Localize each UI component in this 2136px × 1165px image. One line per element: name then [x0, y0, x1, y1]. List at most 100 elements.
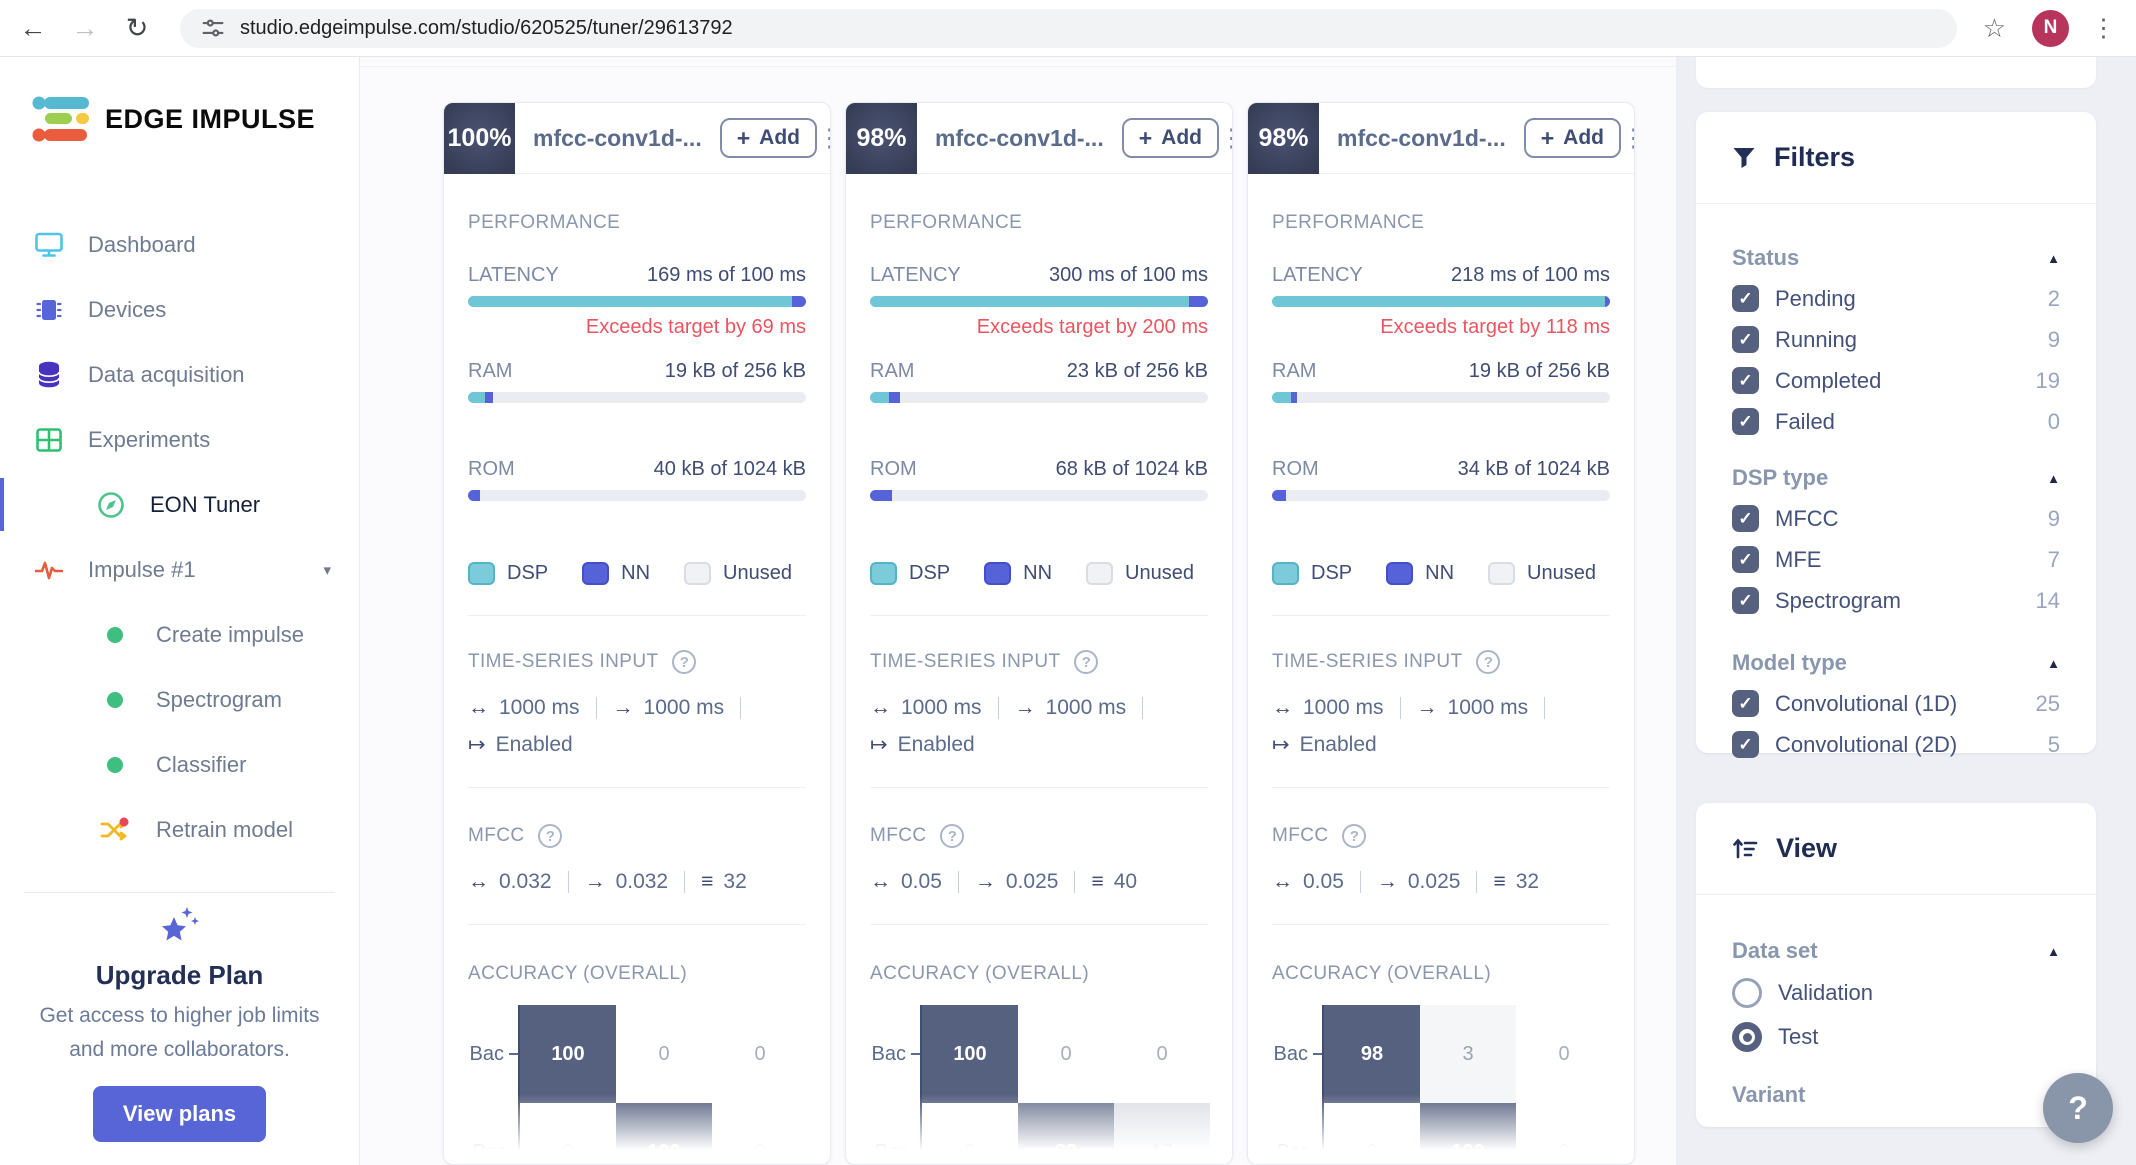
collapse-caret-icon[interactable]: ▲ — [2047, 470, 2060, 486]
site-settings-icon[interactable] — [202, 17, 224, 39]
help-icon[interactable]: ? — [940, 824, 965, 848]
dataset-option-validation[interactable]: Validation — [1696, 978, 2096, 1008]
edge-impulse-logomark — [32, 96, 89, 142]
matrix-cell: 0 — [1156, 1042, 1168, 1065]
checkbox-checked[interactable]: ✓ — [1732, 731, 1759, 758]
help-icon[interactable]: ? — [1074, 650, 1099, 674]
url-text: studio.edgeimpulse.com/studio/620525/tun… — [240, 16, 733, 39]
filter-option-spectrogram[interactable]: ✓ Spectrogram 14 — [1696, 587, 2096, 614]
profile-avatar[interactable]: N — [2032, 9, 2069, 47]
checkbox-checked[interactable]: ✓ — [1732, 326, 1759, 353]
accuracy-label: ACCURACY (OVERALL) — [870, 963, 1090, 984]
checkbox-checked[interactable]: ✓ — [1732, 505, 1759, 532]
filters-panel: Filters Status ▲ ✓ Pending 2 ✓ Running 9… — [1696, 112, 2096, 758]
right-panel: Filters Status ▲ ✓ Pending 2 ✓ Running 9… — [1676, 57, 2136, 1165]
filter-group-status[interactable]: Status ▲ — [1732, 245, 2060, 270]
plus-icon: + — [1138, 124, 1153, 151]
chip-icon — [34, 297, 64, 323]
filter-option-failed[interactable]: ✓ Failed 0 — [1696, 408, 2096, 435]
add-button[interactable]: + Add — [1523, 118, 1621, 158]
frame-length-icon: ↔ — [468, 870, 489, 893]
database-icon — [34, 361, 64, 388]
help-icon[interactable]: ? — [1342, 824, 1367, 848]
sidebar-item-create-impulse[interactable]: Create impulse — [0, 602, 359, 667]
dataset-option-test[interactable]: Test — [1696, 1022, 2096, 1052]
dsp-swatch — [870, 562, 897, 585]
trial-title: mfcc-conv1d-... — [533, 124, 702, 151]
checkbox-checked[interactable]: ✓ — [1732, 408, 1759, 435]
filter-group-model-type[interactable]: Model type ▲ — [1732, 650, 2060, 675]
filter-option-completed[interactable]: ✓ Completed 19 — [1696, 367, 2096, 394]
browser-forward-button[interactable]: → — [71, 12, 99, 43]
matrix-cell: 17 — [1114, 1103, 1210, 1164]
card-kebab-menu-icon[interactable]: ⋮ — [817, 123, 830, 153]
latency-warning: Exceeds target by 69 ms — [585, 316, 806, 338]
card-kebab-menu-icon[interactable]: ⋮ — [1621, 123, 1634, 153]
sidebar-item-impulse-1[interactable]: Impulse #1 ▾ — [0, 537, 359, 602]
accuracy-score-badge: 98% — [1248, 103, 1319, 174]
collapse-caret-icon[interactable]: ▲ — [2047, 943, 2060, 959]
ram-bar — [870, 392, 1208, 403]
browser-back-button[interactable]: ← — [19, 12, 47, 43]
coefficients-icon: ≡ — [701, 870, 714, 893]
sidebar-item-data-acquisition[interactable]: Data acquisition — [0, 342, 359, 407]
option-count: 7 — [2047, 546, 2060, 572]
filter-group-dsp-type[interactable]: DSP type ▲ — [1732, 465, 2060, 490]
performance-section: PERFORMANCE LATENCY 300 ms of 100 ms Exce… — [846, 212, 1232, 1164]
matrix-cell: 100 — [1420, 1103, 1516, 1164]
rom-label: ROM — [468, 458, 515, 480]
edge-impulse-logo[interactable]: EDGE IMPULSE — [32, 95, 359, 143]
performance-label: PERFORMANCE — [468, 212, 621, 233]
chevron-down-icon[interactable]: ▾ — [323, 561, 331, 579]
trial-card-header: 98% mfcc-conv1d-... + Add ⋮ — [846, 103, 1232, 174]
help-icon[interactable]: ? — [538, 824, 563, 848]
frame-length-icon: ↔ — [870, 870, 891, 893]
add-button[interactable]: + Add — [1121, 118, 1219, 158]
address-bar[interactable]: studio.edgeimpulse.com/studio/620525/tun… — [180, 8, 1957, 48]
sidebar-item-dashboard[interactable]: Dashboard — [0, 212, 359, 277]
filter-option-conv1d[interactable]: ✓ Convolutional (1D) 25 — [1696, 690, 2096, 717]
enabled-icon: ↦ — [870, 733, 888, 756]
filter-option-pending[interactable]: ✓ Pending 2 — [1696, 285, 2096, 312]
help-icon[interactable]: ? — [1476, 650, 1501, 674]
window-size-icon: ↔ — [1272, 696, 1293, 719]
checkbox-checked[interactable]: ✓ — [1732, 285, 1759, 312]
add-button[interactable]: + Add — [719, 118, 817, 158]
card-kebab-menu-icon[interactable]: ⋮ — [1219, 123, 1232, 153]
bookmark-star-icon[interactable]: ☆ — [1982, 12, 2006, 43]
radio-selected[interactable] — [1732, 1022, 1762, 1052]
matrix-cell: 83 — [1018, 1103, 1114, 1164]
filter-option-running[interactable]: ✓ Running 9 — [1696, 326, 2096, 353]
latency-value: 169 ms of 100 ms — [647, 264, 806, 286]
accuracy-label: ACCURACY (OVERALL) — [1272, 963, 1492, 984]
filter-option-mfcc[interactable]: ✓ MFCC 9 — [1696, 505, 2096, 532]
option-count: 0 — [2047, 408, 2060, 434]
checkbox-checked[interactable]: ✓ — [1732, 546, 1759, 573]
collapse-caret-icon[interactable]: ▲ — [2047, 655, 2060, 671]
sidebar-item-devices[interactable]: Devices — [0, 277, 359, 342]
checkbox-checked[interactable]: ✓ — [1732, 690, 1759, 717]
view-group-dataset[interactable]: Data set ▲ — [1732, 938, 2060, 963]
filter-option-mfe[interactable]: ✓ MFE 7 — [1696, 546, 2096, 573]
sidebar-item-retrain-model[interactable]: Retrain model — [0, 797, 359, 862]
help-fab-button[interactable]: ? — [2043, 1073, 2113, 1143]
trial-card-3: 98% mfcc-conv1d-... + Add ⋮ PERFORMANCE … — [1247, 102, 1635, 1165]
checkbox-checked[interactable]: ✓ — [1732, 367, 1759, 394]
matrix-cell: 0 — [1558, 1042, 1570, 1065]
checkbox-checked[interactable]: ✓ — [1732, 587, 1759, 614]
ram-bar — [1272, 392, 1610, 403]
sidebar-item-eon-tuner[interactable]: EON Tuner — [0, 472, 359, 537]
collapse-caret-icon[interactable]: ▲ — [2047, 250, 2060, 266]
view-plans-button[interactable]: View plans — [92, 1086, 267, 1143]
sidebar-item-experiments[interactable]: Experiments — [0, 407, 359, 472]
browser-menu-icon[interactable]: ⋮ — [2091, 14, 2116, 42]
monitor-icon — [34, 232, 64, 258]
filter-option-conv2d[interactable]: ✓ Convolutional (2D) 5 — [1696, 731, 2096, 758]
radio-unselected[interactable] — [1732, 978, 1762, 1008]
view-group-variant[interactable]: Variant ▼ — [1696, 1082, 2096, 1108]
sidebar-item-spectrogram[interactable]: Spectrogram — [0, 667, 359, 732]
ram-value: 19 kB of 256 kB — [1468, 360, 1610, 382]
browser-reload-button[interactable]: ↻ — [125, 12, 149, 43]
help-icon[interactable]: ? — [672, 650, 697, 674]
sidebar-item-classifier[interactable]: Classifier — [0, 732, 359, 797]
